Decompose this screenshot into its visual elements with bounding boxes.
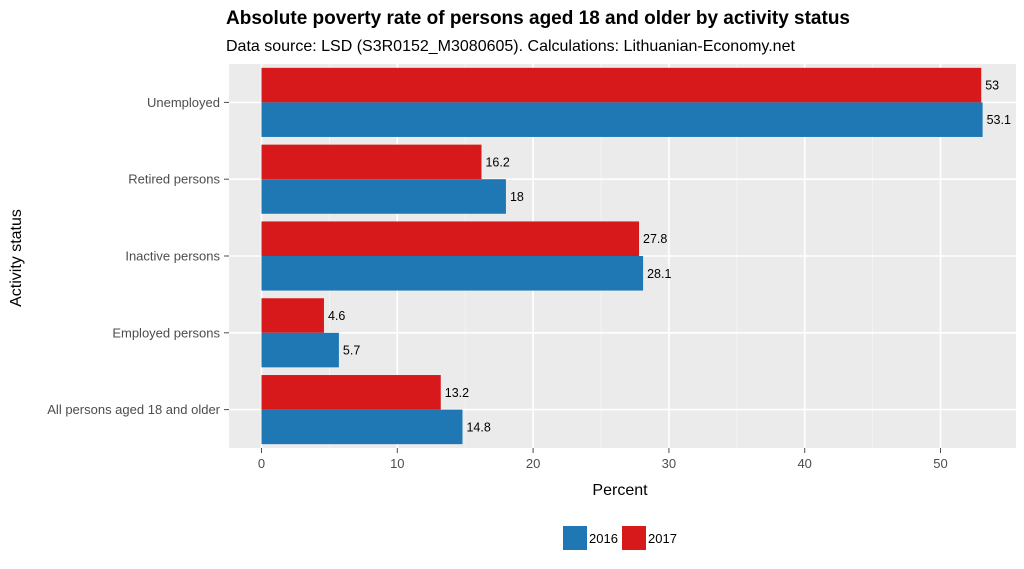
chart-subtitle: Data source: LSD (S3R0152_M3080605). Cal… [226, 38, 795, 55]
x-tick-label: 50 [933, 456, 947, 471]
bar-2017 [261, 375, 441, 410]
legend-swatch-2016 [563, 526, 587, 550]
x-axis-title: Percent [592, 482, 648, 499]
bar-2016 [261, 409, 463, 445]
value-axis: 0 10 20 30 40 50 [258, 448, 948, 471]
bar-2017 [261, 298, 324, 333]
legend-label: 2017 [648, 531, 677, 546]
category-label: Retired persons [128, 172, 220, 187]
x-tick-label: 10 [390, 456, 404, 471]
bar-2017 [261, 144, 482, 180]
x-tick-label: 20 [526, 456, 540, 471]
data-label: 53 [985, 79, 999, 93]
category-label: Inactive persons [125, 249, 220, 264]
bar-2016 [261, 102, 983, 137]
data-label: 5.7 [343, 344, 360, 358]
legend-label: 2016 [589, 531, 618, 546]
bar-2016 [261, 332, 339, 368]
data-label: 13.2 [445, 386, 469, 400]
legend: 2016 2017 [563, 526, 677, 550]
bar-2016 [261, 179, 506, 214]
legend-swatch-2017 [622, 526, 646, 550]
x-tick-label: 0 [258, 456, 265, 471]
category-axis: Unemployed Retired persons Inactive person… [47, 95, 229, 417]
x-tick-label: 30 [662, 456, 676, 471]
y-axis-title: Activity status [8, 209, 25, 307]
category-label: Employed persons [112, 325, 220, 340]
bar-2017 [261, 221, 640, 256]
bars [261, 67, 983, 445]
data-label: 14.8 [466, 420, 490, 434]
data-label: 18 [510, 190, 524, 204]
data-label: 28.1 [647, 267, 671, 281]
x-tick-label: 40 [797, 456, 811, 471]
chart-title: Absolute poverty rate of persons aged 18… [226, 8, 850, 29]
data-label: 27.8 [643, 232, 667, 246]
data-label: 4.6 [328, 309, 345, 323]
category-label: All persons aged 18 and older [47, 402, 220, 417]
data-labels: 53 53.1 16.2 18 27.8 28.1 4.6 5.7 13.2 14.8 [328, 79, 1011, 435]
data-label: 16.2 [485, 155, 509, 169]
data-label: 53.1 [987, 113, 1011, 127]
bar-2017 [261, 67, 982, 103]
bar-2016 [261, 256, 644, 291]
category-label: Unemployed [147, 95, 220, 110]
